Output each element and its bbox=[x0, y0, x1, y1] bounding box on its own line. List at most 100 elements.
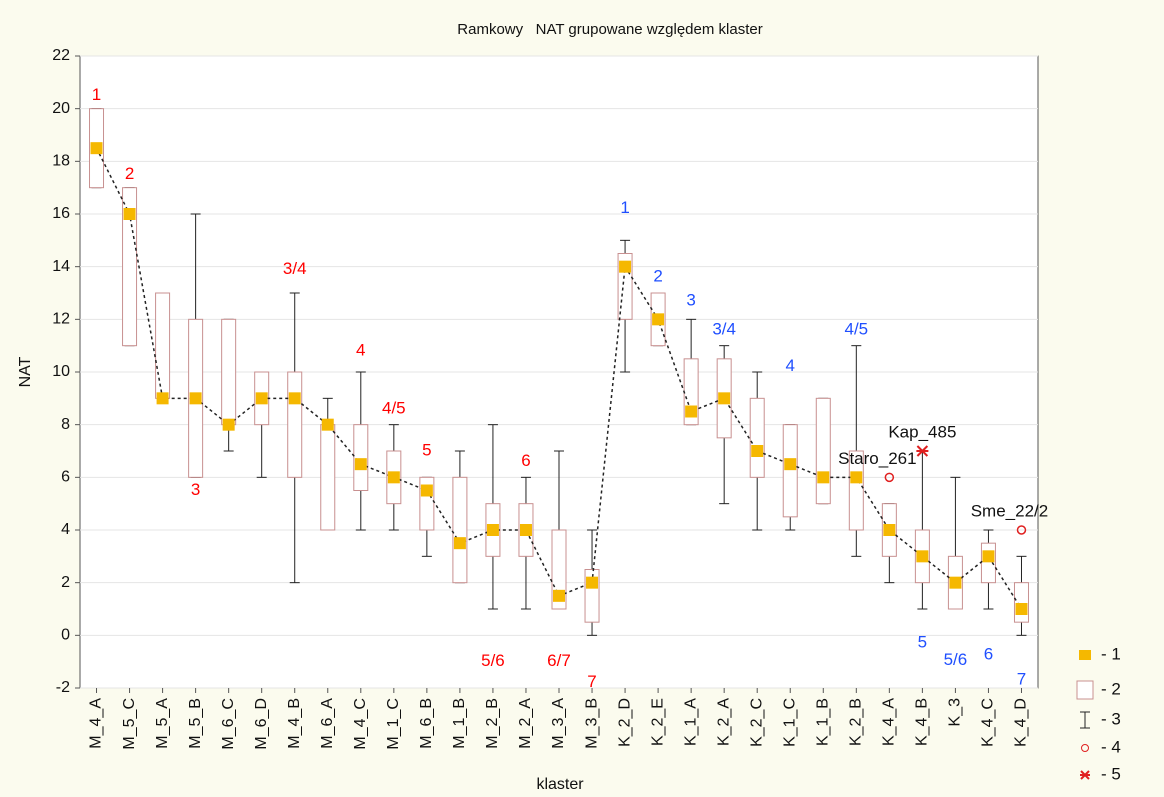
legend-label: - 4 bbox=[1101, 737, 1121, 756]
box bbox=[815, 397, 831, 505]
group-label: 2 bbox=[653, 267, 662, 286]
group-label: 5 bbox=[918, 633, 927, 652]
x-tick-label: K_4_B bbox=[914, 698, 931, 746]
median-marker bbox=[586, 576, 599, 589]
group-label: 4/5 bbox=[844, 319, 868, 338]
median-marker bbox=[1015, 603, 1028, 615]
y-tick-label: 16 bbox=[52, 205, 70, 222]
x-tick-label: M_6_B bbox=[418, 698, 435, 749]
legend-symbol bbox=[1079, 650, 1091, 660]
y-tick-label: 20 bbox=[52, 100, 70, 117]
group-label: 7 bbox=[587, 672, 596, 691]
extreme-label: Kap_485 bbox=[888, 422, 956, 441]
x-tick-label: K_3 bbox=[947, 698, 964, 727]
chart-title: Ramkowy NAT grupowane względem klaster bbox=[457, 21, 762, 38]
box bbox=[749, 397, 765, 478]
group-label: 7 bbox=[1017, 670, 1026, 689]
extreme bbox=[916, 445, 929, 457]
box bbox=[848, 450, 864, 531]
x-tick-label: K_4_C bbox=[980, 698, 997, 747]
x-tick-label: K_2_B bbox=[848, 698, 865, 746]
y-tick-label: -2 bbox=[56, 679, 70, 696]
box bbox=[782, 424, 798, 518]
median-marker bbox=[321, 418, 334, 431]
median-marker bbox=[420, 484, 433, 497]
box bbox=[221, 318, 237, 426]
x-tick-label: K_2_C bbox=[748, 698, 765, 747]
group-label: 3/4 bbox=[283, 259, 307, 278]
group-label: 2 bbox=[125, 164, 134, 183]
median-marker bbox=[916, 550, 929, 563]
x-tick-label: M_2_A bbox=[517, 698, 534, 749]
x-tick-label: M_3_B bbox=[583, 698, 600, 749]
box bbox=[452, 476, 468, 584]
x-tick-label: M_6_C bbox=[220, 698, 237, 750]
median-marker bbox=[288, 392, 301, 405]
median-marker bbox=[354, 458, 367, 471]
median-marker bbox=[784, 458, 797, 471]
legend-label: - 5 bbox=[1101, 764, 1121, 783]
outlier bbox=[1016, 525, 1027, 535]
x-tick-label: M_2_B bbox=[484, 698, 501, 749]
y-tick-label: 0 bbox=[61, 627, 70, 644]
median-marker bbox=[553, 589, 565, 602]
box bbox=[155, 292, 171, 399]
median-marker bbox=[652, 313, 665, 326]
x-tick-label: M_4_C bbox=[352, 698, 369, 750]
median-marker bbox=[883, 524, 896, 536]
group-label: 4/5 bbox=[382, 398, 406, 417]
x-tick-label: M_1_B bbox=[451, 698, 468, 749]
outlier-label: Staro_261 bbox=[838, 449, 916, 468]
x-tick-label: M_4_A bbox=[88, 698, 105, 749]
median-marker bbox=[90, 142, 103, 155]
x-tick-label: K_1_B bbox=[814, 698, 831, 746]
y-tick-label: 8 bbox=[61, 416, 70, 433]
x-tick-label: M_4_B bbox=[286, 698, 303, 749]
legend-symbol bbox=[1076, 680, 1094, 700]
y-tick-label: 18 bbox=[52, 153, 70, 170]
median-marker bbox=[949, 576, 962, 589]
x-tick-label: M_5_A bbox=[154, 698, 171, 749]
x-tick-label: K_4_A bbox=[881, 698, 898, 746]
y-tick-label: 6 bbox=[61, 469, 70, 486]
median-marker bbox=[519, 524, 532, 536]
legend-label: - 2 bbox=[1101, 679, 1121, 698]
group-label: 1 bbox=[620, 198, 629, 217]
x-axis-label: klaster bbox=[536, 776, 584, 793]
median-marker bbox=[817, 471, 830, 484]
median-marker bbox=[189, 392, 202, 405]
median-marker bbox=[453, 537, 466, 550]
group-label: 4 bbox=[786, 356, 795, 375]
median-marker bbox=[387, 471, 400, 484]
median-marker bbox=[222, 418, 235, 431]
median-marker bbox=[619, 260, 632, 273]
legend-label: - 1 bbox=[1101, 644, 1121, 663]
group-label: 6 bbox=[521, 451, 530, 470]
x-tick-label: M_6_D bbox=[253, 698, 270, 750]
group-label: 3/4 bbox=[712, 319, 736, 338]
x-tick-label: M_5_B bbox=[187, 698, 204, 749]
x-tick-label: M_3_A bbox=[550, 698, 567, 749]
group-label: 3 bbox=[686, 290, 695, 309]
median-marker bbox=[486, 524, 499, 536]
box bbox=[320, 424, 336, 531]
group-label: 3 bbox=[191, 480, 200, 499]
x-tick-label: K_2_E bbox=[649, 698, 666, 746]
y-tick-label: 10 bbox=[52, 363, 70, 380]
median-marker bbox=[718, 392, 731, 405]
box bbox=[551, 529, 567, 610]
group-label: 5/6 bbox=[944, 650, 968, 669]
y-tick-label: 14 bbox=[52, 258, 70, 275]
y-axis-label: NAT bbox=[17, 356, 34, 387]
x-tick-label: M_6_A bbox=[319, 698, 336, 749]
median-marker bbox=[255, 392, 268, 405]
y-tick-label: 22 bbox=[52, 47, 70, 64]
legend-label: - 3 bbox=[1101, 709, 1121, 728]
y-tick-label: 4 bbox=[61, 521, 70, 538]
box bbox=[353, 424, 369, 491]
median-marker bbox=[751, 445, 764, 457]
median-marker bbox=[850, 471, 863, 484]
x-tick-label: K_1_C bbox=[781, 698, 798, 747]
